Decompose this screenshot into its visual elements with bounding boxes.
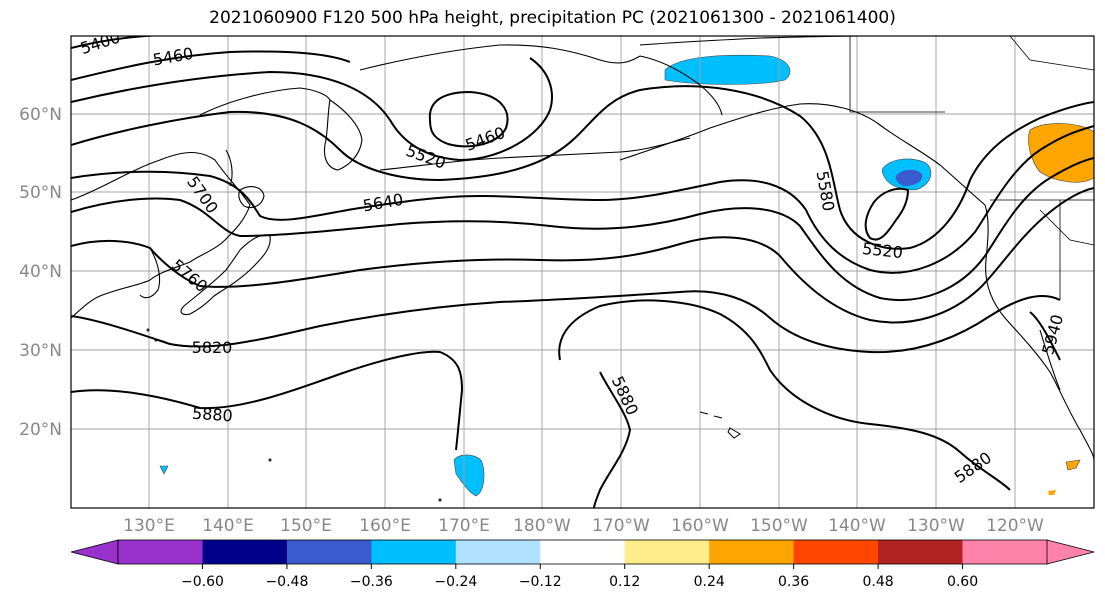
precip-gulf-darkblue xyxy=(895,169,923,186)
lon-label: 150°E xyxy=(280,516,332,536)
lon-axis: 130°E 140°E 150°E 160°E 170°E 180°W 170°… xyxy=(123,516,1044,536)
colorbar-segment xyxy=(118,540,203,564)
contour-5760 xyxy=(71,187,1094,324)
graticule xyxy=(71,36,1094,508)
colorbar-segment xyxy=(540,540,626,564)
colorbar-extend-left xyxy=(70,539,119,565)
precip-small-blue xyxy=(159,465,169,475)
colorbar: −0.60 −0.48 −0.36 −0.24 −0.12 0.12 0.24 0.36 0.4… xyxy=(70,539,1095,590)
lon-label: 160°E xyxy=(359,516,411,536)
contour-5700 xyxy=(71,157,1094,302)
colorbar-tick-label: −0.48 xyxy=(265,574,308,590)
colorbar-segment xyxy=(793,540,879,564)
colorbar-tick-label: 0.48 xyxy=(863,574,894,590)
borders xyxy=(849,36,1094,300)
colorbar-segment xyxy=(878,540,964,564)
coast-east-asia xyxy=(71,151,251,319)
contour-5400 xyxy=(71,36,161,49)
lat-label: 20°N xyxy=(19,420,62,440)
lon-label: 120°W xyxy=(986,516,1044,536)
contour-label: 5820 xyxy=(192,338,233,357)
coast-hokkaido xyxy=(238,186,265,209)
colorbar-segment xyxy=(455,540,541,564)
contour-5940 xyxy=(1029,311,1061,361)
height-contours xyxy=(71,36,1094,508)
coast-bc xyxy=(984,204,1094,461)
lon-label: 160°W xyxy=(671,516,729,536)
coast-okhotsk xyxy=(199,87,331,116)
coast-japan xyxy=(180,234,271,316)
precip-small-orange xyxy=(1048,490,1056,495)
contour-label: 5520 xyxy=(861,239,903,262)
lon-label: 140°W xyxy=(828,516,886,536)
colorbar-tick-label: −0.12 xyxy=(519,574,562,590)
colorbar-segment xyxy=(202,540,288,564)
coastlines xyxy=(71,36,1094,461)
precip-canada-orange xyxy=(1028,123,1094,183)
contour-label: 5880 xyxy=(191,404,233,426)
contour-5640 xyxy=(71,125,1094,274)
contour-5520-a xyxy=(71,57,553,162)
lon-label: 130°E xyxy=(123,516,175,536)
colorbar-tick-label: −0.24 xyxy=(434,574,477,590)
precip-pacific-blue xyxy=(453,454,485,497)
colorbar-tick-label: 0.24 xyxy=(694,574,725,590)
lon-label: 170°E xyxy=(438,516,490,536)
contour-5460-loop xyxy=(428,90,509,148)
map-frame xyxy=(70,35,1095,509)
colorbar-segment xyxy=(286,540,372,564)
colorbar-tick-label: 0.36 xyxy=(778,574,809,590)
coast-alaska-south xyxy=(619,103,986,206)
contour-5520-gulf xyxy=(864,187,909,241)
lat-label: 60°N xyxy=(19,105,62,125)
colorbar-segment xyxy=(624,540,710,564)
coast-sakhalin xyxy=(225,149,233,187)
colorbar-ticks: −0.60 −0.48 −0.36 −0.24 −0.12 0.12 0.24 0.36 0.4… xyxy=(181,564,978,590)
colorbar-tick-label: 0.60 xyxy=(947,574,978,590)
colorbar-tick-label: 0.12 xyxy=(609,574,640,590)
lon-label: 140°E xyxy=(202,516,254,536)
coast-kamchatka xyxy=(323,99,363,171)
colorbar-tick-label: −0.60 xyxy=(181,574,224,590)
contour-5460-west xyxy=(71,50,351,81)
lat-label: 40°N xyxy=(19,262,62,282)
map-title: 2021060900 F120 500 hPa height, precipit… xyxy=(209,8,896,28)
colorbar-segment xyxy=(371,540,457,564)
precip-bering-blue xyxy=(664,54,791,85)
coast-baja xyxy=(1039,329,1061,391)
lat-label: 50°N xyxy=(19,183,62,203)
precip-mexico-orange xyxy=(1065,459,1081,471)
contour-5580 xyxy=(71,85,1094,250)
colorbar-segment xyxy=(962,540,1048,564)
lon-label: 180°W xyxy=(513,516,571,536)
contour-5880-west xyxy=(71,350,464,451)
contour-5880-east xyxy=(558,299,1011,491)
precip-shading xyxy=(159,54,1094,497)
lon-label: 130°W xyxy=(907,516,965,536)
coast-chukotka xyxy=(359,44,641,71)
lat-label: 30°N xyxy=(19,341,62,361)
lon-label: 150°W xyxy=(750,516,808,536)
contour-5880-mid xyxy=(593,371,632,508)
colorbar-extend-right xyxy=(1046,539,1095,565)
colorbar-segment xyxy=(709,540,795,564)
lat-axis: 60°N 50°N 40°N 30°N 20°N xyxy=(19,105,62,440)
coast-alaska-west xyxy=(639,55,723,116)
coast-korea xyxy=(139,247,161,299)
contour-5820 xyxy=(71,290,1061,354)
colorbar-tick-label: −0.36 xyxy=(350,574,393,590)
lon-label: 170°W xyxy=(592,516,650,536)
